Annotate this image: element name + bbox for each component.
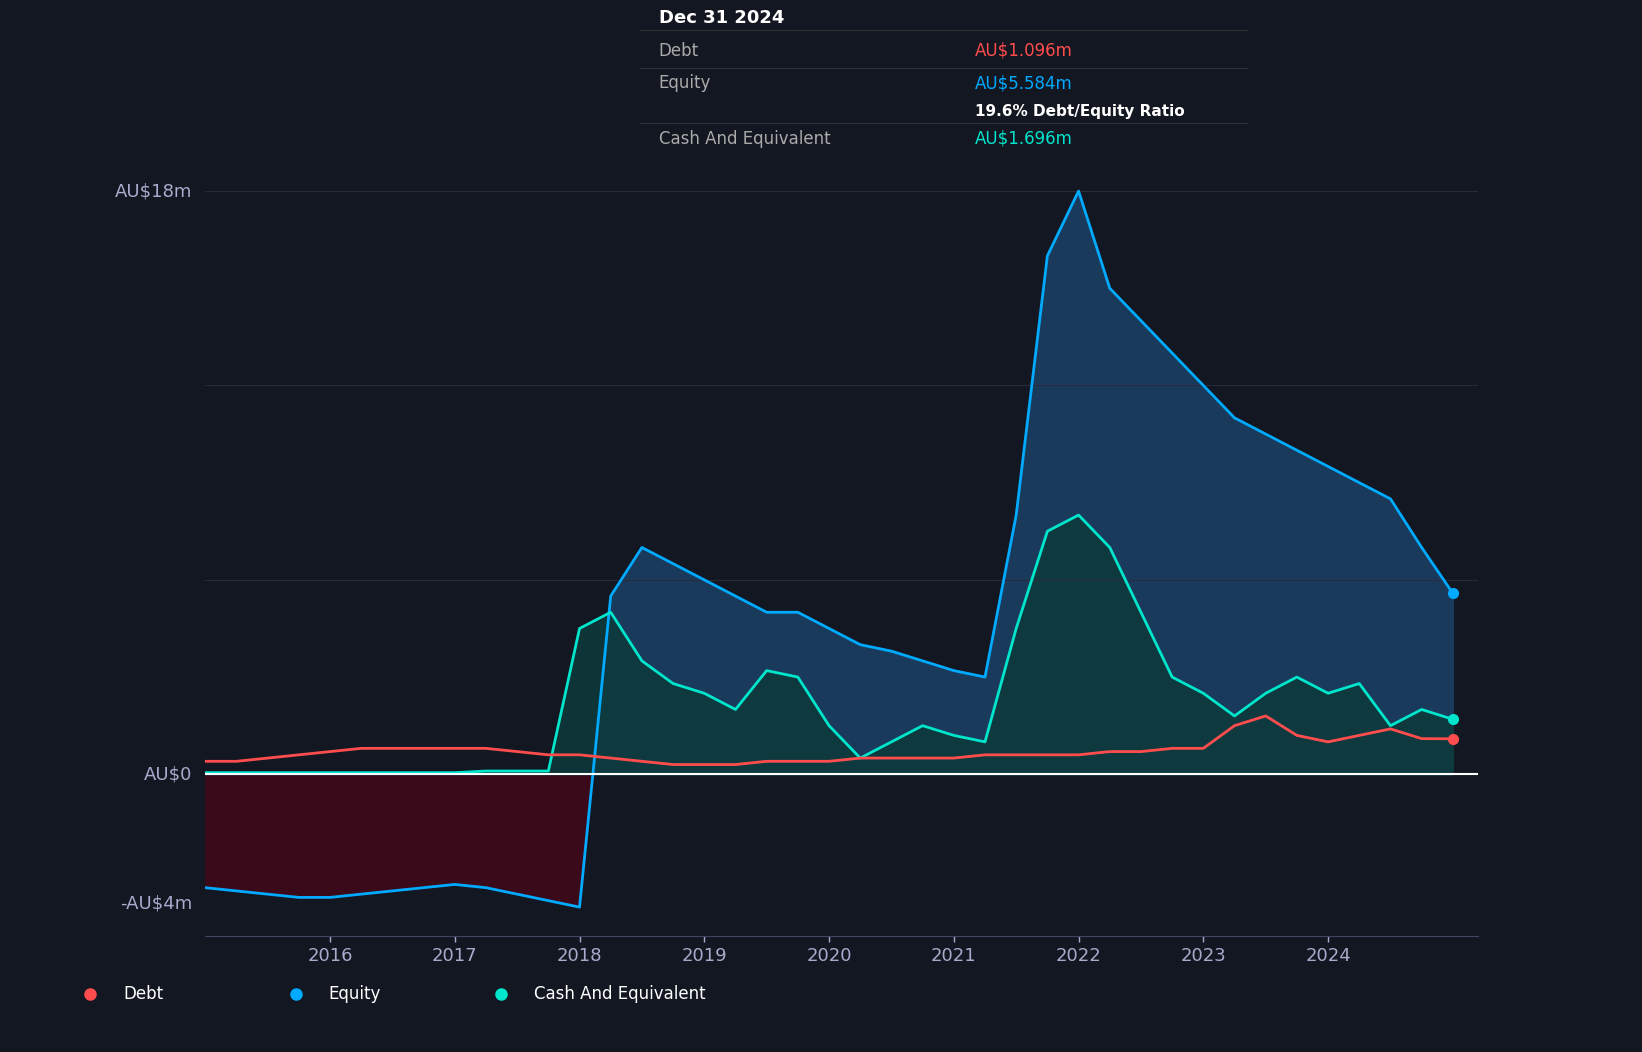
Text: -AU$4m: -AU$4m: [120, 895, 192, 913]
Text: Debt: Debt: [123, 985, 163, 1004]
Text: Equity: Equity: [328, 985, 381, 1004]
Text: Debt: Debt: [658, 42, 699, 60]
Text: Equity: Equity: [658, 75, 711, 93]
Text: 19.6% Debt/Equity Ratio: 19.6% Debt/Equity Ratio: [975, 103, 1184, 119]
Text: AU$0: AU$0: [144, 765, 192, 784]
Text: AU$18m: AU$18m: [115, 182, 192, 200]
Text: AU$1.696m: AU$1.696m: [975, 129, 1072, 147]
Text: AU$5.584m: AU$5.584m: [975, 75, 1072, 93]
Text: Dec 31 2024: Dec 31 2024: [658, 9, 783, 27]
Text: AU$1.096m: AU$1.096m: [975, 42, 1072, 60]
Text: Cash And Equivalent: Cash And Equivalent: [658, 129, 831, 147]
Text: Cash And Equivalent: Cash And Equivalent: [534, 985, 706, 1004]
